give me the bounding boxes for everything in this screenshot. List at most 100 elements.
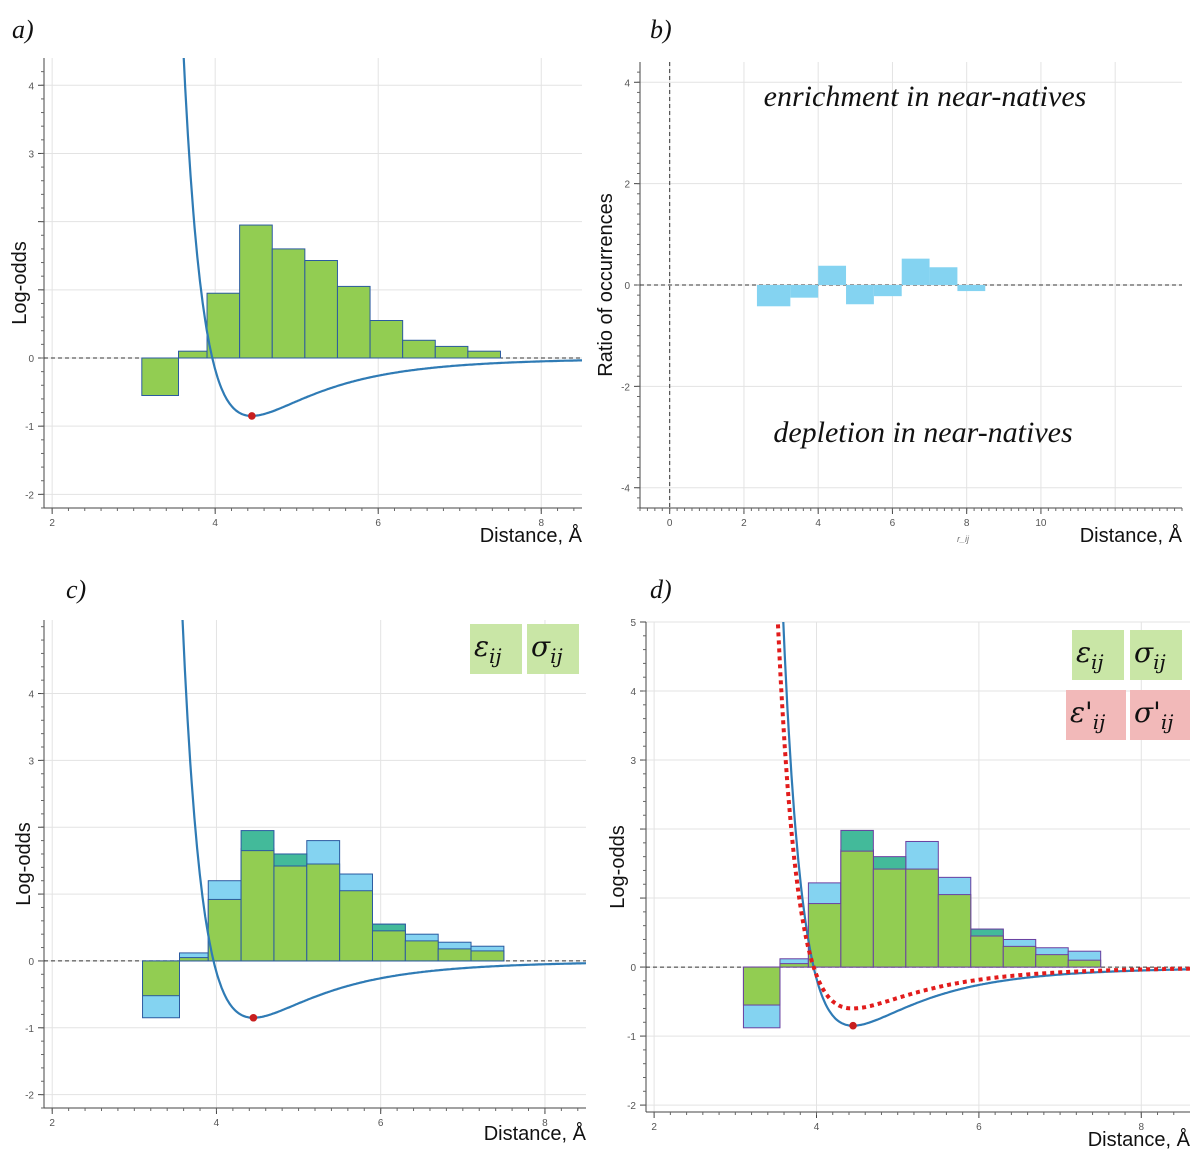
annotation-depletion: depletion in near-natives — [773, 416, 1072, 449]
bar — [901, 258, 930, 285]
x-axis-label: Distance, Å — [484, 1122, 587, 1145]
bar — [818, 265, 847, 285]
bar-green — [240, 850, 275, 962]
x-tick-label: 6 — [976, 1122, 982, 1133]
bar-green — [742, 966, 781, 1006]
x-axis-label: Distance, Å — [1080, 524, 1183, 547]
param-label: σ'ij — [1134, 696, 1173, 734]
bar — [957, 285, 986, 292]
minimum-point — [248, 412, 256, 420]
potential-curve-dotted — [775, 622, 1190, 1011]
bar-green — [970, 935, 1004, 968]
x-tick-label: 4 — [814, 1122, 820, 1133]
bar-green — [807, 903, 842, 968]
bar-green — [937, 894, 972, 968]
y-tick-label: -1 — [25, 1024, 34, 1035]
bar — [846, 285, 874, 305]
plot-area — [142, 620, 586, 1022]
potential-curve — [181, 620, 586, 1019]
y-tick-label: 0 — [630, 963, 636, 974]
panel-label: b) — [650, 15, 672, 44]
minimum-point — [249, 1013, 258, 1022]
param-label: εij — [474, 630, 502, 668]
potential-curve — [182, 58, 582, 417]
bar — [467, 350, 501, 359]
bar-green — [273, 865, 308, 962]
y-tick-label: -1 — [25, 422, 34, 433]
x-tick-label: 6 — [378, 1118, 384, 1129]
bar-green — [470, 950, 505, 962]
x-tick-label: 8 — [542, 1118, 548, 1129]
bar — [434, 345, 469, 359]
bar — [206, 292, 241, 359]
bar-green — [306, 863, 341, 962]
param-box — [470, 624, 522, 674]
minimum-point — [849, 1021, 857, 1030]
x-tick-label: 2 — [49, 518, 55, 529]
bar — [756, 285, 791, 307]
y-tick-label: 4 — [630, 687, 636, 698]
y-tick-label: 5 — [630, 618, 636, 629]
x-axis-label: Distance, Å — [1088, 1128, 1191, 1149]
y-tick-label: 0 — [624, 281, 630, 292]
param-label: σij — [1134, 636, 1166, 674]
y-axis-label: Log-odds — [9, 241, 31, 324]
bar — [304, 260, 338, 359]
grid — [44, 58, 582, 508]
param-box — [1066, 690, 1126, 740]
bar — [336, 285, 371, 359]
bar-green — [1067, 959, 1102, 968]
bar — [271, 248, 306, 359]
y-tick-label: 0 — [28, 354, 34, 365]
bar-green — [142, 960, 180, 997]
bar — [369, 320, 404, 359]
y-tick-label: -2 — [25, 490, 34, 501]
x-axis-label: Distance, Å — [480, 524, 583, 547]
y-tick-label: 3 — [28, 756, 34, 767]
y-axis-label: Ratio of occurrences — [595, 193, 617, 376]
bar-green — [905, 868, 939, 968]
panel-d: d) 2 4 6 8 -2 -1 0 3 4 5 Log-odds Distance, Å εij σijε… — [607, 575, 1191, 1149]
y-tick-label: 3 — [630, 756, 636, 767]
y-tick-label: 0 — [28, 957, 34, 968]
x-tick-label: 2 — [49, 1118, 55, 1129]
y-tick-label: -1 — [627, 1032, 636, 1043]
y-tick-label: 4 — [28, 81, 34, 92]
x-tick-label: 2 — [741, 518, 747, 529]
plot-area — [141, 58, 582, 420]
x-tick-label: 8 — [964, 518, 970, 529]
y-tick-label: 3 — [28, 149, 34, 160]
y-tick-label: 4 — [624, 78, 630, 89]
bar-green — [371, 930, 406, 962]
x-tick-label: 4 — [212, 518, 218, 529]
bar-green — [1035, 954, 1069, 968]
panel-a: a) 2 4 6 8 -2 -1 0 3 4 Log-odds Distance, Å — [9, 15, 583, 547]
param-label: σij — [531, 630, 563, 668]
x-tick-label: 4 — [815, 518, 821, 529]
x-tick-label: 4 — [214, 1118, 220, 1129]
param-box — [1130, 690, 1190, 740]
y-axis-label: Log-odds — [13, 822, 35, 905]
x-tick-label: 0 — [667, 518, 673, 529]
bar-green — [840, 850, 874, 968]
bar-green — [339, 890, 373, 962]
bar — [402, 339, 436, 359]
bar-green — [437, 948, 472, 962]
x-tick-label: 8 — [1139, 1122, 1145, 1133]
x-tick-label: 6 — [890, 518, 896, 529]
bar — [790, 285, 819, 298]
annotation-enrichment: enrichment in near-natives — [764, 80, 1087, 113]
bar — [929, 267, 958, 285]
param-label: εij — [1076, 636, 1104, 674]
y-axis-label: Log-odds — [607, 825, 629, 908]
y-tick-label: -2 — [621, 382, 630, 393]
panel-b: b) 0 2 4 6 8 10 -4 -2 0 2 4 Ratio of occurrences Dist… — [595, 15, 1183, 547]
panel-label: a) — [12, 15, 34, 44]
param-box — [1130, 630, 1182, 680]
y-tick-label: -2 — [25, 1091, 34, 1102]
y-tick-label: -4 — [621, 484, 630, 495]
param-box — [1072, 630, 1124, 680]
plot-area — [756, 258, 986, 307]
panel-c: c) 2 4 6 8 -2 -1 0 3 4 Log-odds Distance, Å εij σij — [13, 575, 587, 1145]
